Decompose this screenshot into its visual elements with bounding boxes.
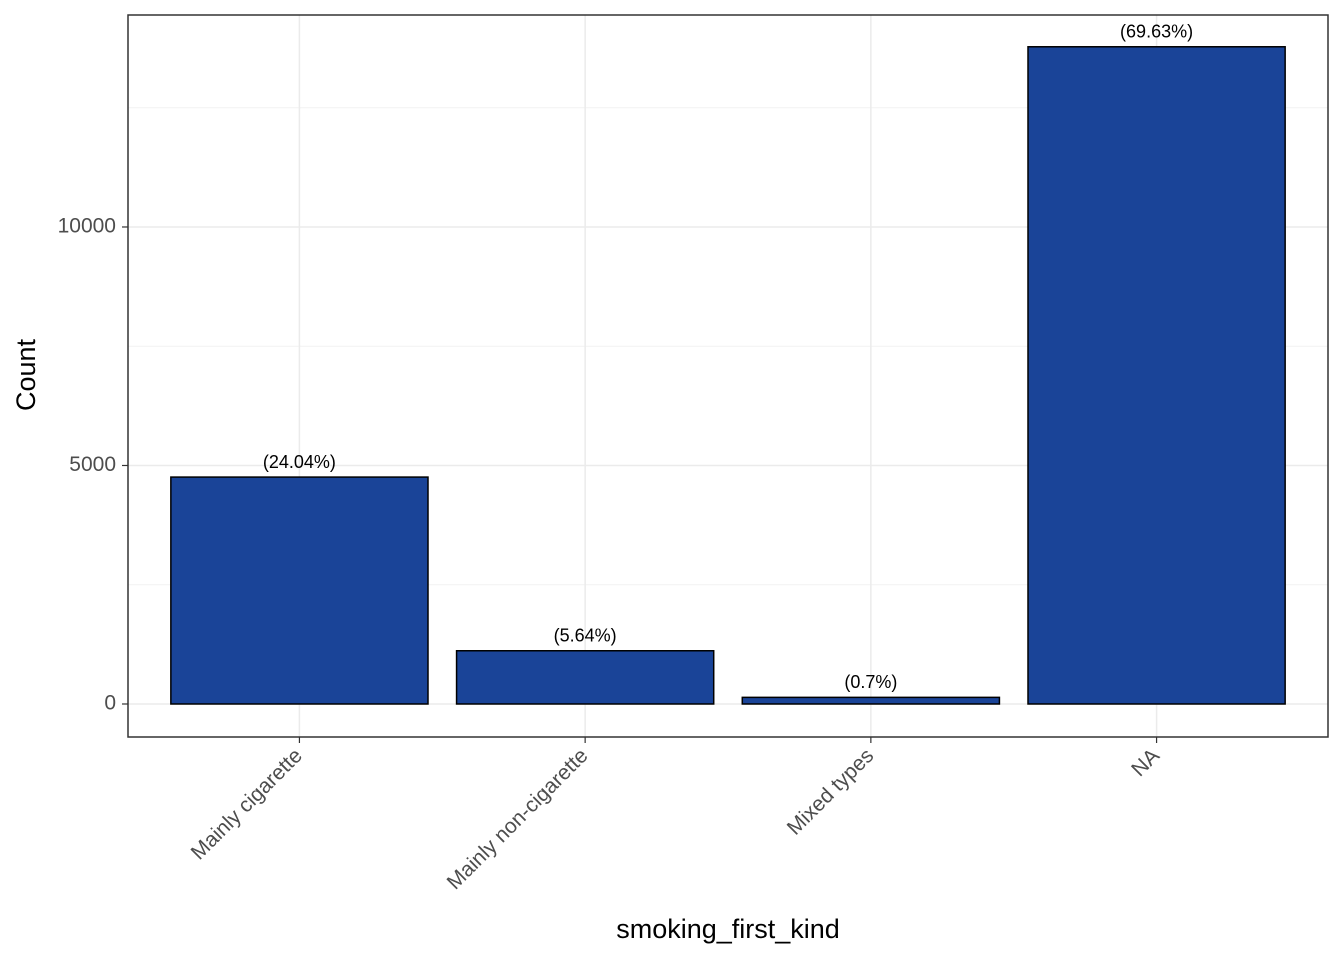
y-axis-title: Count — [11, 338, 41, 411]
bar-label: (0.7%) — [844, 672, 897, 692]
panel-border — [127, 14, 1329, 738]
bar-label: (5.64%) — [554, 626, 617, 646]
bar-label: (24.04%) — [263, 452, 336, 472]
y-tick-label: 0 — [104, 692, 116, 715]
x-tick-label: Mixed types — [783, 744, 878, 839]
bar — [455, 650, 715, 705]
x-tick-label: Mainly cigarette — [187, 744, 307, 864]
y-tick-label: 5000 — [69, 453, 116, 476]
y-tick-label: 10000 — [58, 215, 116, 238]
x-tick-label: Mainly non-cigarette — [443, 744, 593, 894]
bar — [170, 476, 429, 705]
bar — [1027, 46, 1286, 705]
x-axis-title: smoking_first_kind — [616, 914, 840, 944]
bar-label: (69.63%) — [1120, 22, 1193, 42]
x-tick-label: NA — [1127, 744, 1164, 781]
bar — [741, 696, 1001, 705]
